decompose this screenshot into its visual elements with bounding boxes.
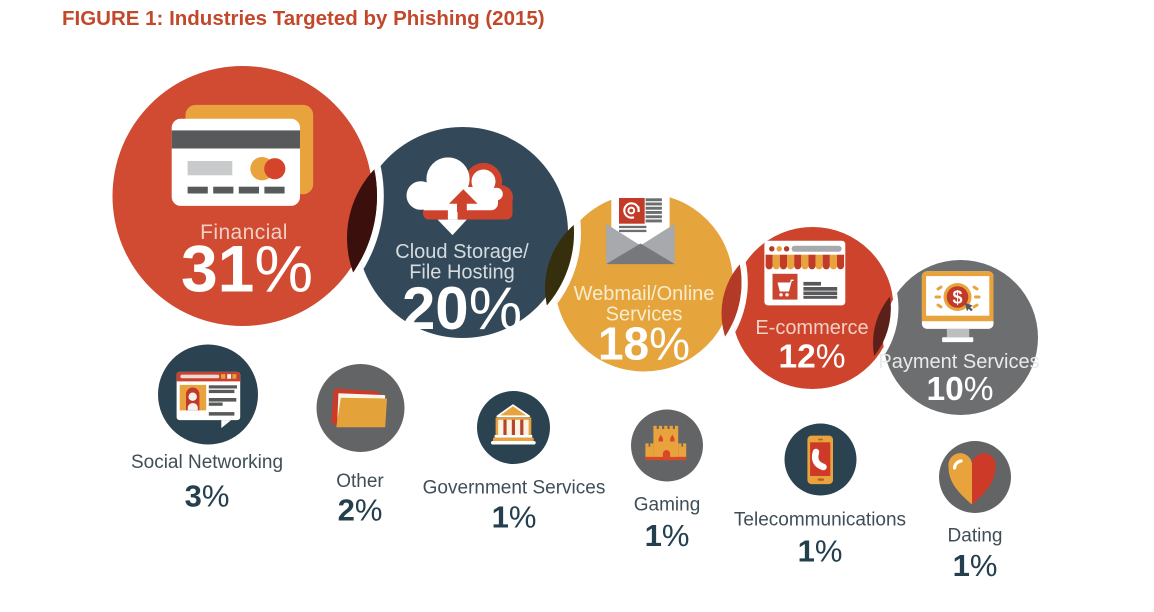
svg-text:Other: Other [336,471,384,492]
svg-text:Webmail/Online: Webmail/Online [574,283,715,305]
svg-text:Dating: Dating [948,526,1003,547]
svg-text:1%: 1% [953,548,998,583]
svg-text:FIGURE 1: Industries Targeted: FIGURE 1: Industries Targeted by Phishin… [62,7,545,30]
svg-text:Financial: Financial [200,221,288,244]
svg-text:3%: 3% [185,479,230,514]
svg-text:1%: 1% [645,518,690,553]
svg-text:Social Networking: Social Networking [131,452,283,473]
svg-text:Services: Services [606,304,683,326]
svg-text:E-commerce: E-commerce [755,317,868,339]
svg-text:1%: 1% [492,500,537,535]
svg-text:10%: 10% [926,371,993,408]
svg-text:$: $ [952,287,962,307]
svg-text:18%: 18% [598,318,690,370]
svg-text:12%: 12% [778,339,845,376]
svg-text:Telecommunications: Telecommunications [734,510,906,531]
svg-text:Payment Services: Payment Services [878,351,1039,373]
svg-text:Gaming: Gaming [634,495,701,516]
svg-text:20%: 20% [402,275,522,342]
svg-text:File Hosting: File Hosting [409,262,515,284]
svg-text:31%: 31% [181,232,313,306]
svg-text:2%: 2% [338,493,383,528]
svg-text:Cloud Storage/: Cloud Storage/ [395,241,529,263]
svg-text:Government Services: Government Services [423,478,606,499]
svg-text:1%: 1% [798,534,843,569]
